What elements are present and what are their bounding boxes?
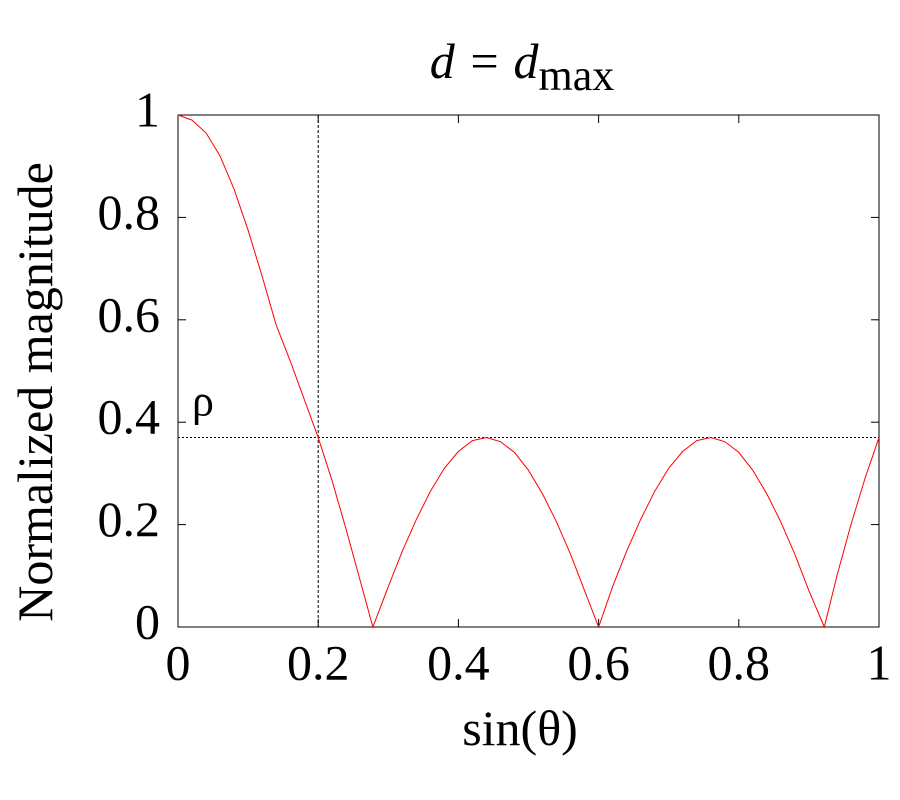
chart-title: d = dmax [430, 33, 615, 100]
plot-frame [177, 114, 880, 628]
y-tick-label: 0.8 [98, 184, 161, 240]
x-tick-label: 0.8 [708, 634, 771, 690]
x-tick-label: 0.4 [427, 634, 490, 690]
y-axis-label: Normalized magnitude [7, 162, 63, 622]
y-tick-label: 0.2 [98, 491, 161, 547]
y-tick-label: 1 [135, 81, 160, 137]
data-line [177, 114, 880, 629]
x-tick-label: 0 [166, 634, 191, 690]
title-main: d = d [430, 33, 540, 89]
y-tick-label: 0 [135, 593, 160, 649]
x-tick-label: 0.2 [287, 634, 350, 690]
y-tick-label: 0.4 [98, 389, 161, 445]
x-tick-label: 1 [867, 634, 892, 690]
y-tick-label: 0.6 [98, 286, 161, 342]
rho-label: ρ [192, 377, 214, 426]
title-subscript: max [538, 51, 614, 100]
x-axis-label: sin(θ) [462, 700, 578, 756]
x-tick-label: 0.6 [567, 634, 630, 690]
